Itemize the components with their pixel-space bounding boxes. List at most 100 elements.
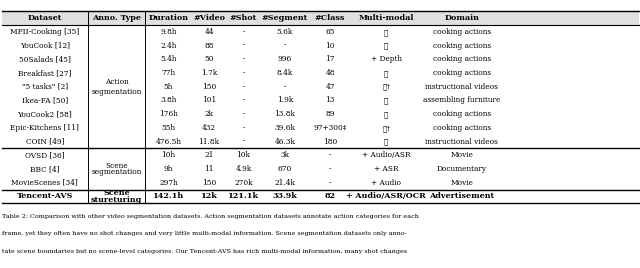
Text: 297h: 297h bbox=[159, 179, 178, 187]
FancyBboxPatch shape bbox=[2, 11, 639, 25]
Text: COIN [49]: COIN [49] bbox=[26, 137, 64, 146]
Text: -: - bbox=[242, 69, 244, 77]
Text: 4.9k: 4.9k bbox=[236, 165, 252, 173]
Text: cooking actions: cooking actions bbox=[433, 110, 491, 118]
Text: Documentary: Documentary bbox=[436, 165, 487, 173]
Text: 77h: 77h bbox=[161, 69, 175, 77]
Text: OVSD [36]: OVSD [36] bbox=[25, 151, 65, 159]
Text: 11: 11 bbox=[204, 165, 214, 173]
Text: -: - bbox=[242, 96, 244, 105]
Text: + Audio/ASR/OCR: + Audio/ASR/OCR bbox=[346, 192, 426, 200]
Text: ✗: ✗ bbox=[384, 28, 388, 36]
Text: BBC [4]: BBC [4] bbox=[30, 165, 60, 173]
Text: tate scene boundaries but no scene-level categories. Our Tencent-AVS has rich mu: tate scene boundaries but no scene-level… bbox=[2, 249, 407, 254]
Text: cooking actions: cooking actions bbox=[433, 124, 491, 132]
Text: 97+300‡: 97+300‡ bbox=[314, 124, 347, 132]
Text: 88: 88 bbox=[204, 42, 214, 50]
Text: #Segment: #Segment bbox=[262, 14, 308, 22]
Text: assembling furniture: assembling furniture bbox=[423, 96, 500, 105]
Text: #Class: #Class bbox=[315, 14, 346, 22]
Text: YouCook [12]: YouCook [12] bbox=[20, 42, 70, 50]
Text: cooking actions: cooking actions bbox=[433, 42, 491, 50]
Text: 8.4k: 8.4k bbox=[276, 69, 293, 77]
Text: #Video: #Video bbox=[193, 14, 225, 22]
Text: Scene: Scene bbox=[103, 189, 130, 197]
Text: segmentation: segmentation bbox=[92, 88, 142, 96]
Text: 13: 13 bbox=[326, 96, 335, 105]
Text: Movie: Movie bbox=[451, 179, 473, 187]
Text: 50Salads [45]: 50Salads [45] bbox=[19, 55, 71, 63]
Text: 89: 89 bbox=[325, 110, 335, 118]
Text: -: - bbox=[329, 165, 332, 173]
Text: YouCook2 [58]: YouCook2 [58] bbox=[17, 110, 72, 118]
Text: 670: 670 bbox=[278, 165, 292, 173]
Text: + Audio: + Audio bbox=[371, 179, 401, 187]
Text: instructional videos: instructional videos bbox=[426, 137, 498, 146]
Text: instructional videos: instructional videos bbox=[426, 83, 498, 91]
Text: 17: 17 bbox=[325, 55, 335, 63]
Text: Ikea-FA [50]: Ikea-FA [50] bbox=[22, 96, 68, 105]
Text: 55h: 55h bbox=[161, 124, 175, 132]
Text: 44: 44 bbox=[204, 28, 214, 36]
Text: cooking actions: cooking actions bbox=[433, 69, 491, 77]
Text: -: - bbox=[242, 137, 244, 146]
Text: Dataset: Dataset bbox=[28, 14, 62, 22]
Text: Action: Action bbox=[105, 78, 129, 86]
Text: ✗: ✗ bbox=[384, 110, 388, 118]
Text: ✗: ✗ bbox=[384, 96, 388, 105]
Text: 1.9k: 1.9k bbox=[276, 96, 293, 105]
Text: 12k: 12k bbox=[201, 192, 218, 200]
Text: ✗: ✗ bbox=[384, 69, 388, 77]
Text: 65: 65 bbox=[325, 28, 335, 36]
Text: -: - bbox=[242, 83, 244, 91]
Text: ✗: ✗ bbox=[384, 137, 388, 146]
Text: 176h: 176h bbox=[159, 110, 178, 118]
Text: 2k: 2k bbox=[204, 110, 214, 118]
Text: 10h: 10h bbox=[161, 151, 175, 159]
Text: 101: 101 bbox=[202, 96, 216, 105]
Text: -: - bbox=[242, 110, 244, 118]
Text: 9.8h: 9.8h bbox=[160, 28, 177, 36]
Text: ✗†: ✗† bbox=[382, 124, 390, 132]
Text: 21: 21 bbox=[204, 151, 214, 159]
Text: Anno. Type: Anno. Type bbox=[92, 14, 141, 22]
Text: #Shot: #Shot bbox=[230, 14, 257, 22]
Text: + Audio/ASR: + Audio/ASR bbox=[362, 151, 410, 159]
Text: + Depth: + Depth bbox=[371, 55, 402, 63]
Text: 11.8k: 11.8k bbox=[198, 137, 220, 146]
Text: Multi-modal: Multi-modal bbox=[358, 14, 414, 22]
Text: cooking actions: cooking actions bbox=[433, 28, 491, 36]
Text: 10: 10 bbox=[325, 42, 335, 50]
Text: MovieScenes [34]: MovieScenes [34] bbox=[12, 179, 78, 187]
Text: ✗†: ✗† bbox=[382, 83, 390, 91]
Text: -: - bbox=[242, 28, 244, 36]
Text: -: - bbox=[242, 124, 244, 132]
Text: 82: 82 bbox=[324, 192, 335, 200]
Text: 50: 50 bbox=[204, 55, 214, 63]
Text: 33.9k: 33.9k bbox=[273, 192, 297, 200]
Text: frame, yet they often have no shot changes and very little multi-modal informati: frame, yet they often have no shot chang… bbox=[2, 231, 406, 236]
Text: 150: 150 bbox=[202, 83, 216, 91]
Text: 13.8k: 13.8k bbox=[275, 110, 296, 118]
Text: 5h: 5h bbox=[164, 83, 173, 91]
Text: stureturing: stureturing bbox=[91, 196, 142, 204]
Text: 142.1h: 142.1h bbox=[153, 192, 184, 200]
Text: -: - bbox=[329, 179, 332, 187]
Text: 3k: 3k bbox=[280, 151, 289, 159]
Text: -: - bbox=[284, 42, 286, 50]
Text: 270k: 270k bbox=[234, 179, 253, 187]
Text: MPII-Cooking [35]: MPII-Cooking [35] bbox=[10, 28, 79, 36]
Text: Breakfast [27]: Breakfast [27] bbox=[18, 69, 72, 77]
Text: Duration: Duration bbox=[148, 14, 189, 22]
Text: Table 2: Comparison with other video segmentation datasets. Action segmentation : Table 2: Comparison with other video seg… bbox=[2, 214, 419, 219]
Text: -: - bbox=[242, 55, 244, 63]
Text: 180: 180 bbox=[323, 137, 337, 146]
Text: Scene: Scene bbox=[105, 162, 128, 170]
Text: 46.3k: 46.3k bbox=[275, 137, 296, 146]
Text: Movie: Movie bbox=[451, 151, 473, 159]
Text: 996: 996 bbox=[278, 55, 292, 63]
Text: Tencent-AVS: Tencent-AVS bbox=[17, 192, 73, 200]
Text: -: - bbox=[284, 83, 286, 91]
Text: 48: 48 bbox=[325, 69, 335, 77]
Text: 39.6k: 39.6k bbox=[275, 124, 296, 132]
